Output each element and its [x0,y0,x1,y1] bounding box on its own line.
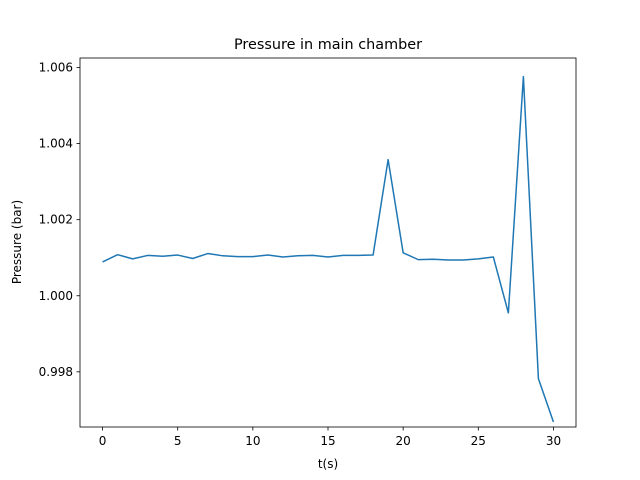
x-tick-label: 20 [396,434,411,448]
axis-ticks: 0 5 10 15 20 25 30 0.998 1.000 1.002 1.004 1.006 [39,61,561,448]
x-axis-label: t(s) [318,457,338,471]
y-tick-label: 0.998 [39,365,73,379]
y-tick-label: 1.002 [39,213,73,227]
y-tick-label: 1.000 [39,289,73,303]
y-axis-label: Pressure (bar) [10,200,24,284]
y-tick-label: 1.006 [39,61,73,75]
x-tick-label: 15 [320,434,335,448]
x-tick-label: 30 [546,434,561,448]
x-tick-label: 10 [245,434,260,448]
y-tick-label: 1.004 [39,137,73,151]
chart-title: Pressure in main chamber [234,37,422,53]
x-tick-label: 5 [174,434,182,448]
x-tick-label: 0 [99,434,107,448]
x-tick-label: 25 [471,434,486,448]
series-line-0 [102,75,555,423]
plot-frame [79,57,577,428]
series-layer [102,75,555,423]
